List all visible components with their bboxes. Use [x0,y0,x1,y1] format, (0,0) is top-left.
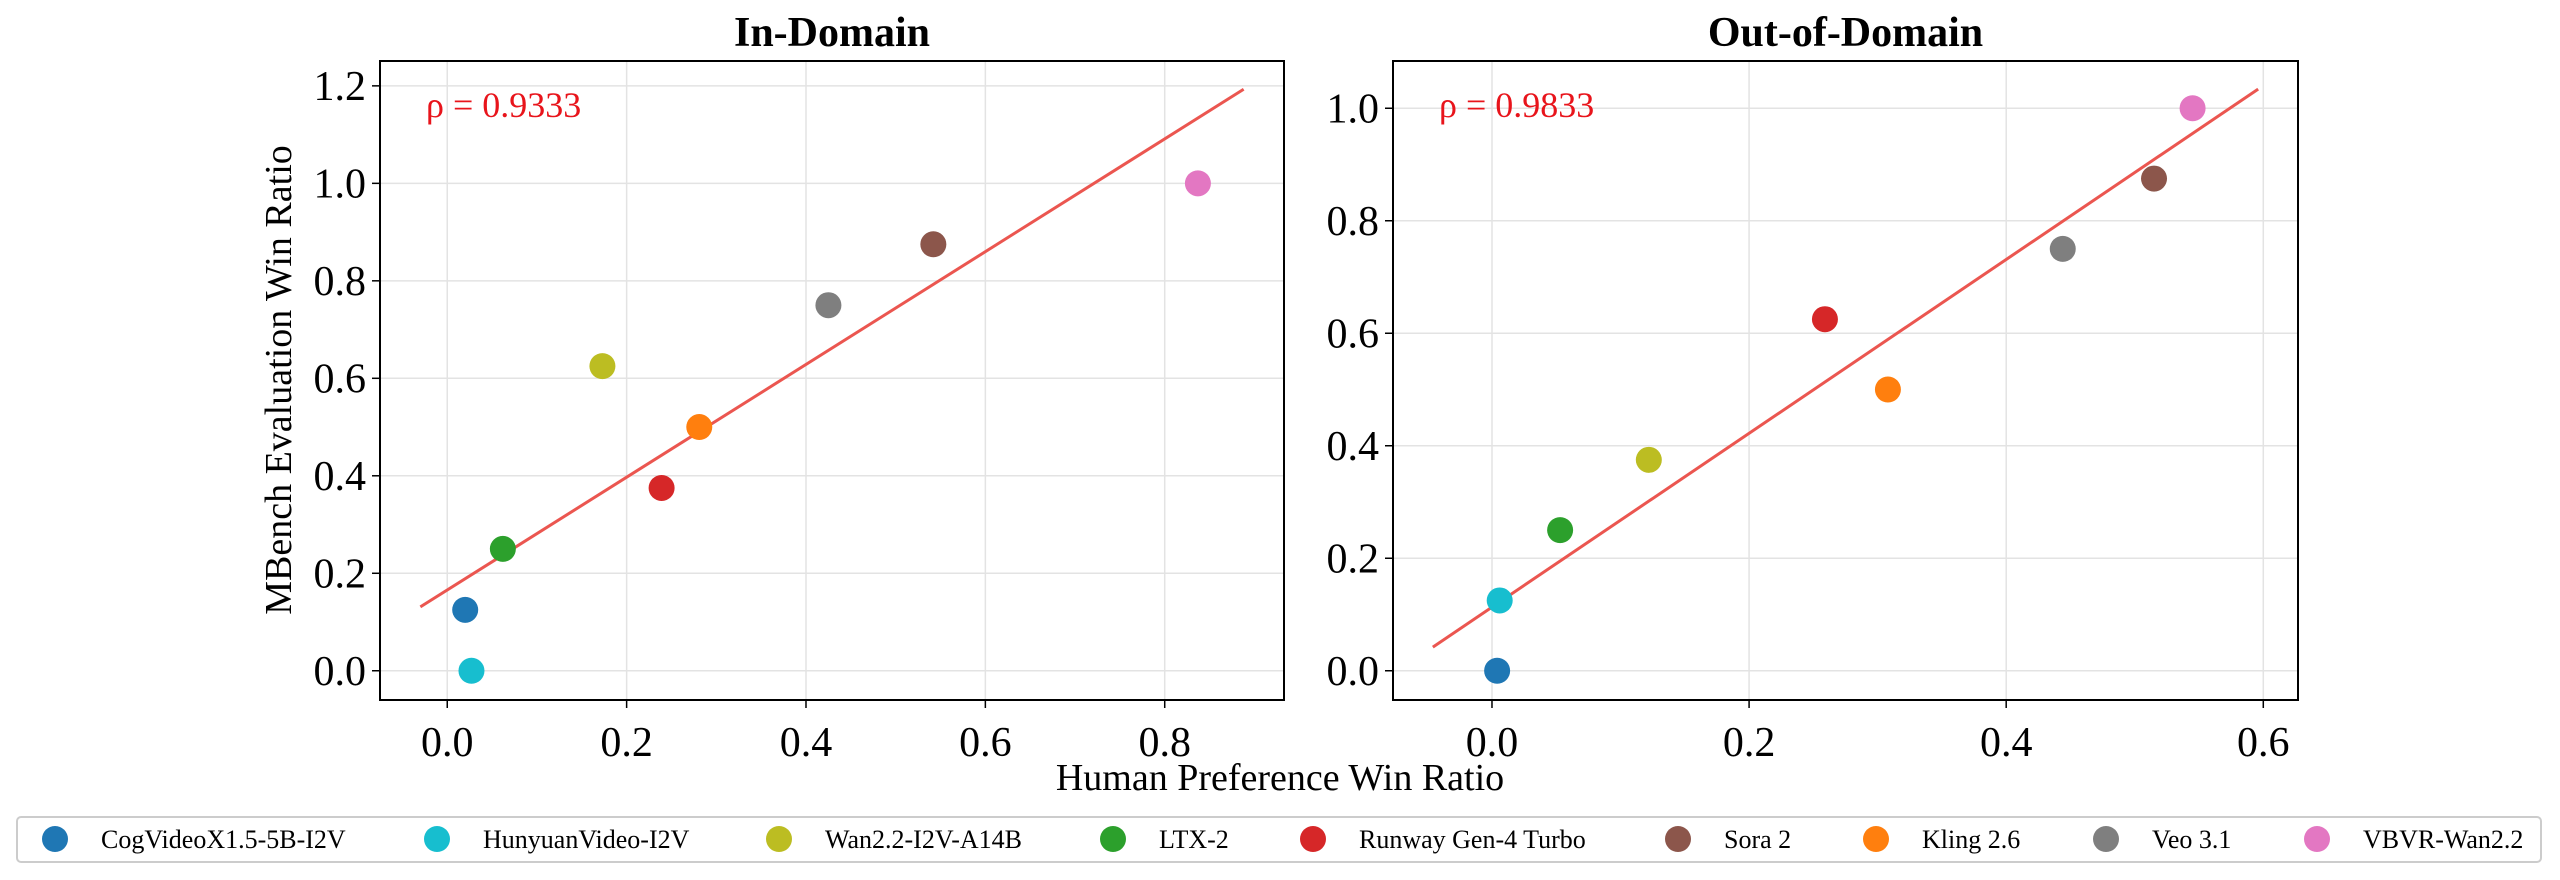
point-veo-3-1 [815,292,842,319]
legend-frame [16,816,2542,863]
subplot-in-domain: 0.0 0.2 0.4 0.6 0.8 0.0 0.2 0.4 0.6 0.8 1.0 1.2 ρ = … [314,10,1285,766]
point-hunyuanvideo-i2v [458,657,485,684]
plot-frame [1392,60,2299,701]
y-tick-label: 0.2 [1327,536,1380,582]
point-veo-3-1 [2049,235,2076,262]
point-cogvideox1-5-5b-i2v [452,596,479,623]
point-wan2-2-i2v-a14b [589,353,616,380]
legend-label: Sora 2 [1724,825,1791,854]
y-tick-label: 0.4 [314,454,367,500]
legend-marker [2093,826,2119,852]
x-axis-label: Human Preference Win Ratio [1056,757,1504,799]
legend-label: Veo 3.1 [2152,825,2231,854]
x-tick-label: 0.6 [2237,720,2290,766]
subplot-out-of-domain: 0.0 0.2 0.4 0.6 0.0 0.2 0.4 0.6 0.8 1.0 ρ = 0.9833… [1327,10,2299,766]
legend-marker [1665,826,1691,852]
fit-line [419,88,1245,609]
y-tick-label: 0.6 [1327,311,1380,357]
legend-label: VBVR-Wan2.2 [2363,825,2523,854]
y-tick-label: 0.4 [1327,424,1380,470]
point-cogvideox1-5-5b-i2v [1484,657,1511,684]
legend-item: LTX-2 [1100,825,1229,854]
x-tick-label: 0.2 [600,720,653,766]
point-kling-2-6 [686,414,713,441]
legend-label: Wan2.2-I2V-A14B [825,825,1022,854]
legend-marker [1863,826,1889,852]
legend-item: HunyuanVideo-I2V [424,825,690,854]
y-tick-label: 0.2 [314,551,367,597]
legend-item: Runway Gen-4 Turbo [1300,825,1586,854]
y-tick-label: 0.8 [1327,199,1380,245]
point-ltx-2 [489,535,516,562]
y-tick-label: 0.0 [1327,649,1380,695]
x-tick-label: 0.8 [1138,720,1191,766]
subplot-title: In-Domain [734,10,930,56]
y-tick-label: 0.6 [314,356,367,402]
x-tick-label: 0.4 [1980,720,2033,766]
subplot-title: Out-of-Domain [1708,10,1983,56]
point-kling-2-6 [1874,376,1901,403]
legend-item: Sora 2 [1665,825,1791,854]
plot-frame [379,60,1285,701]
legend-label: Kling 2.6 [1922,825,2020,854]
y-tick-label: 1.0 [1327,86,1380,132]
point-vbvr-wan2-2 [1184,170,1211,197]
y-tick-label: 1.0 [314,161,367,207]
legend-label: HunyuanVideo-I2V [483,825,690,854]
correlation-annotation: ρ = 0.9333 [426,85,581,125]
x-tick-label: 0.2 [1723,720,1776,766]
legend-marker [2304,826,2330,852]
point-runway-gen-4-turbo [1811,306,1838,333]
y-tick-label: 0.8 [314,259,367,305]
legend-marker [1300,826,1326,852]
x-tick-label: 0.4 [780,720,833,766]
legend-marker [424,826,450,852]
point-hunyuanvideo-i2v [1486,587,1513,614]
legend-label: LTX-2 [1159,825,1229,854]
point-vbvr-wan2-2 [2179,95,2206,122]
point-ltx-2 [1547,517,1574,544]
point-runway-gen-4-turbo [648,474,675,501]
legend-item: CogVideoX1.5-5B-I2V [42,825,346,854]
y-tick-label: 1.2 [314,64,367,110]
point-sora-2 [2141,165,2168,192]
point-wan2-2-i2v-a14b [1635,446,1662,473]
legend-label: CogVideoX1.5-5B-I2V [101,825,346,854]
fit-line [1432,87,2259,649]
legend-marker [42,826,68,852]
legend-item: Kling 2.6 [1863,825,2020,854]
legend-marker [1100,826,1126,852]
x-tick-label: 0.0 [1466,720,1519,766]
x-tick-label: 0.0 [421,720,474,766]
y-tick-label: 0.0 [314,649,367,695]
legend-marker [766,826,792,852]
legend-item: Veo 3.1 [2093,825,2231,854]
correlation-annotation: ρ = 0.9833 [1439,85,1594,125]
point-sora-2 [920,231,947,258]
legend-item: VBVR-Wan2.2 [2304,825,2523,854]
x-tick-label: 0.6 [959,720,1012,766]
legend: CogVideoX1.5-5B-I2V HunyuanVideo-I2V Wan2.… [16,816,2542,863]
y-axis-label: MBench Evaluation Win Ratio [258,145,300,615]
legend-label: Runway Gen-4 Turbo [1359,825,1586,854]
legend-item: Wan2.2-I2V-A14B [766,825,1022,854]
